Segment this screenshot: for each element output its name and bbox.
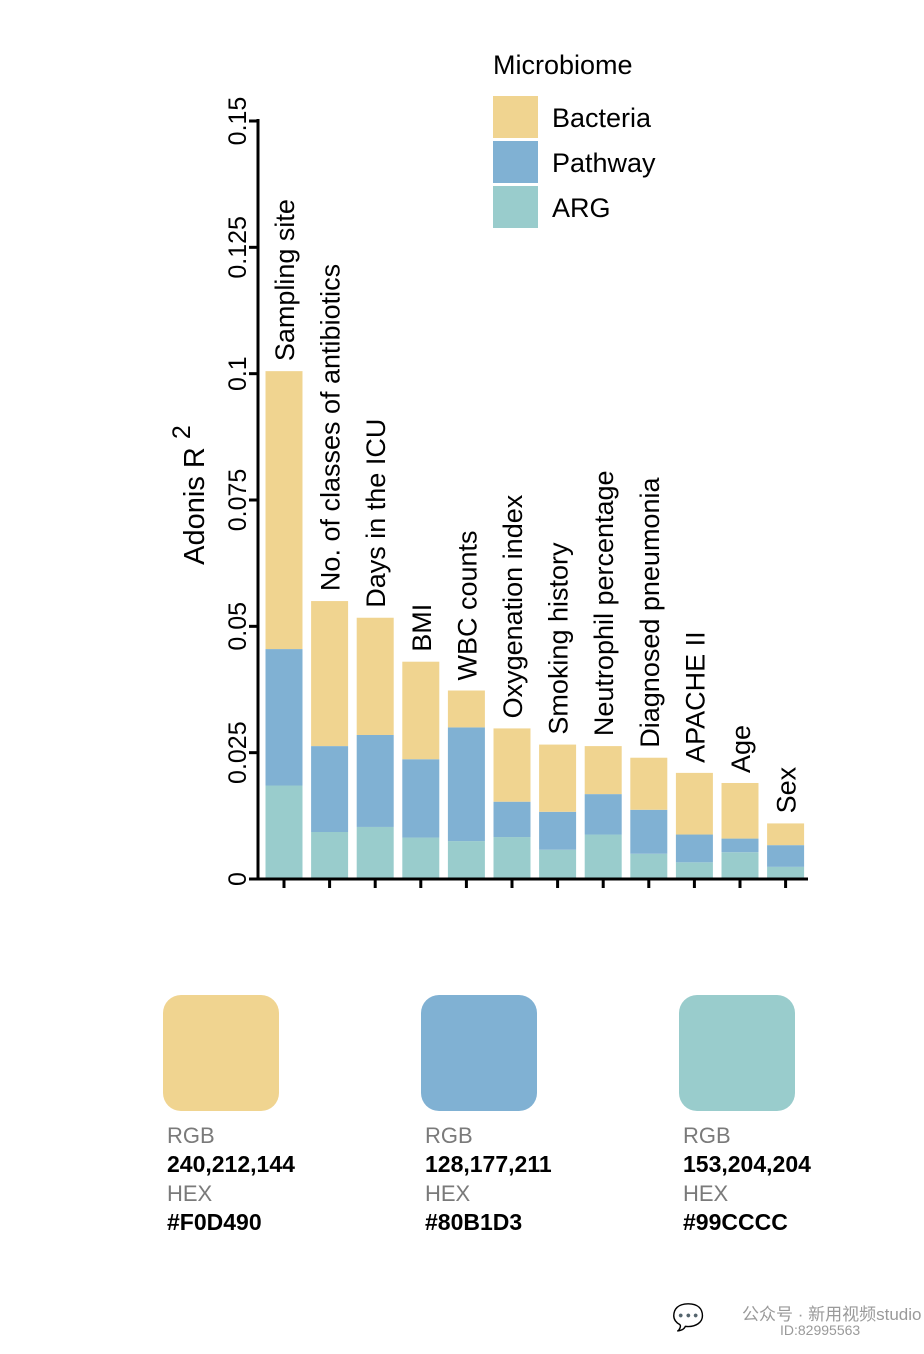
rgb-value: 240,212,144	[167, 1151, 295, 1177]
bar-bacteria	[675, 772, 713, 835]
watermark: 💬 公众号 · 新用视频studio ID:82995563	[672, 1296, 922, 1344]
legend-swatch-bacteria	[493, 96, 538, 138]
color-swatch	[421, 995, 537, 1111]
bar-pathway	[539, 811, 577, 850]
bar-pathway	[675, 834, 713, 863]
bar-bacteria	[721, 782, 759, 839]
category-label: Smoking history	[544, 542, 574, 735]
color-swatch	[679, 995, 795, 1111]
legend-label: Bacteria	[552, 103, 652, 133]
category-label: Age	[726, 725, 756, 773]
bar-arg	[767, 866, 805, 879]
category-label: Neutrophil percentage	[589, 470, 619, 736]
bar-arg	[493, 837, 531, 879]
rgb-label: RGB	[683, 1123, 731, 1148]
bar-pathway	[767, 845, 805, 867]
category-label: Oxygenation index	[498, 494, 528, 718]
category-label: Days in the ICU	[361, 419, 391, 608]
axes-group: 0 0.025 0.05 0.075 0.1 0.125 0.15 Adonis R 2	[168, 97, 808, 888]
bar-pathway	[311, 746, 349, 833]
category-label: WBC counts	[452, 530, 482, 680]
category-label: Sex	[772, 766, 802, 813]
hex-value: #80B1D3	[425, 1209, 523, 1235]
bar-pathway	[630, 809, 668, 854]
bar-arg	[721, 852, 759, 879]
category-label: APACHE II	[680, 631, 710, 763]
bar-pathway	[493, 801, 531, 838]
bar-arg	[311, 832, 349, 879]
rgb-value: 153,204,204	[683, 1151, 811, 1177]
y-tick-label: 0.05	[224, 602, 252, 651]
bar-bacteria	[539, 744, 577, 812]
wechat-icon: 💬	[672, 1302, 705, 1332]
bar-pathway	[584, 794, 622, 835]
hex-value: #F0D490	[167, 1209, 262, 1235]
bar-pathway	[356, 734, 394, 827]
bar-arg	[402, 837, 440, 879]
y-tick-label: 0	[224, 872, 252, 886]
legend-swatch-pathway	[493, 141, 538, 183]
bars-group	[265, 371, 805, 879]
y-tick-label: 0.1	[224, 356, 252, 391]
legend-label: ARG	[552, 193, 611, 223]
stacked-bar-chart: 0 0.025 0.05 0.075 0.1 0.125 0.15 Adonis R 2 Sa…	[168, 50, 808, 888]
bar-bacteria	[630, 757, 668, 810]
bar-pathway	[265, 649, 303, 786]
bar-arg	[356, 826, 394, 879]
category-labels: Sampling site No. of classes of antibioti…	[270, 199, 802, 813]
bar-arg	[265, 785, 303, 879]
hex-value: #99CCCC	[683, 1209, 788, 1235]
watermark-name: 公众号 · 新用视频studio	[742, 1305, 922, 1324]
category-label: Diagnosed pneumonia	[635, 477, 665, 748]
category-label: BMI	[407, 604, 437, 652]
bar-arg	[539, 849, 577, 879]
swatch-card-pathway: RGB 128,177,211 HEX #80B1D3	[421, 995, 641, 1237]
hex-label: HEX	[425, 1181, 471, 1206]
bar-bacteria	[265, 371, 303, 650]
bar-bacteria	[356, 617, 394, 735]
hex-label: HEX	[683, 1181, 729, 1206]
category-label: No. of classes of antibiotics	[316, 264, 346, 591]
bar-arg	[675, 862, 713, 879]
legend-title: Microbiome	[493, 50, 633, 80]
legend: Microbiome Bacteria Pathway ARG	[493, 50, 656, 228]
bar-bacteria	[402, 661, 440, 760]
bar-bacteria	[447, 690, 485, 728]
color-swatch	[163, 995, 279, 1111]
legend-label: Pathway	[552, 148, 656, 178]
bar-bacteria	[493, 728, 531, 802]
bar-bacteria	[767, 823, 805, 846]
y-tick-label: 0.025	[224, 721, 252, 784]
category-label: Sampling site	[270, 199, 300, 361]
rgb-label: RGB	[425, 1123, 473, 1148]
rgb-value: 128,177,211	[425, 1151, 552, 1177]
y-tick-label: 0.075	[224, 469, 252, 532]
rgb-label: RGB	[167, 1123, 215, 1148]
bar-pathway	[447, 727, 485, 842]
bar-pathway	[402, 759, 440, 838]
bar-arg	[447, 841, 485, 879]
y-axis-title: Adonis R 2	[168, 425, 211, 565]
swatch-card-bacteria: RGB 240,212,144 HEX #F0D490	[163, 995, 383, 1237]
bar-bacteria	[311, 601, 349, 747]
y-tick-label: 0.125	[224, 216, 252, 279]
hex-label: HEX	[167, 1181, 213, 1206]
bar-arg	[584, 834, 622, 879]
watermark-id: ID:82995563	[780, 1322, 861, 1338]
swatch-card-arg: RGB 153,204,204 HEX #99CCCC	[679, 995, 899, 1237]
bar-arg	[630, 853, 668, 879]
bar-pathway	[721, 838, 759, 853]
bar-bacteria	[584, 746, 622, 795]
y-tick-label: 0.15	[224, 97, 252, 146]
legend-swatch-arg	[493, 186, 538, 228]
